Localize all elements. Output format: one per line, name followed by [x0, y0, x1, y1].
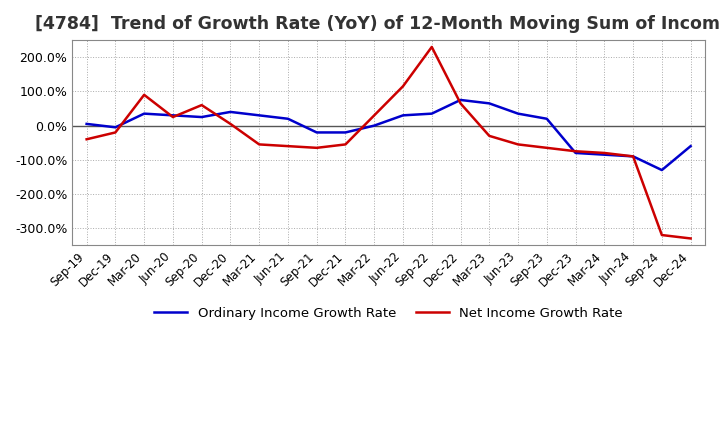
Ordinary Income Growth Rate	[312, 130, 321, 135]
Ordinary Income Growth Rate	[542, 116, 551, 121]
Ordinary Income Growth Rate	[197, 114, 206, 120]
Net Income Growth Rate	[600, 150, 608, 156]
Ordinary Income Growth Rate	[82, 121, 91, 127]
Ordinary Income Growth Rate	[111, 125, 120, 130]
Net Income Growth Rate	[686, 236, 695, 241]
Ordinary Income Growth Rate	[456, 97, 465, 103]
Net Income Growth Rate	[657, 232, 666, 238]
Ordinary Income Growth Rate	[428, 111, 436, 116]
Net Income Growth Rate	[255, 142, 264, 147]
Ordinary Income Growth Rate	[571, 150, 580, 156]
Line: Ordinary Income Growth Rate: Ordinary Income Growth Rate	[86, 100, 690, 170]
Ordinary Income Growth Rate	[629, 154, 637, 159]
Ordinary Income Growth Rate	[514, 111, 523, 116]
Ordinary Income Growth Rate	[168, 113, 177, 118]
Net Income Growth Rate	[284, 143, 292, 149]
Net Income Growth Rate	[514, 142, 523, 147]
Net Income Growth Rate	[140, 92, 148, 98]
Net Income Growth Rate	[111, 130, 120, 135]
Ordinary Income Growth Rate	[140, 111, 148, 116]
Net Income Growth Rate	[428, 44, 436, 50]
Net Income Growth Rate	[629, 154, 637, 159]
Title: [4784]  Trend of Growth Rate (YoY) of 12-Month Moving Sum of Incomes: [4784] Trend of Growth Rate (YoY) of 12-…	[35, 15, 720, 33]
Net Income Growth Rate	[399, 84, 408, 89]
Ordinary Income Growth Rate	[226, 109, 235, 114]
Ordinary Income Growth Rate	[341, 130, 350, 135]
Net Income Growth Rate	[168, 114, 177, 120]
Net Income Growth Rate	[226, 121, 235, 127]
Net Income Growth Rate	[370, 113, 379, 118]
Ordinary Income Growth Rate	[600, 152, 608, 158]
Net Income Growth Rate	[571, 149, 580, 154]
Net Income Growth Rate	[485, 133, 494, 139]
Ordinary Income Growth Rate	[370, 123, 379, 128]
Net Income Growth Rate	[312, 145, 321, 150]
Ordinary Income Growth Rate	[399, 113, 408, 118]
Ordinary Income Growth Rate	[686, 143, 695, 149]
Net Income Growth Rate	[82, 137, 91, 142]
Net Income Growth Rate	[197, 103, 206, 108]
Ordinary Income Growth Rate	[255, 113, 264, 118]
Ordinary Income Growth Rate	[284, 116, 292, 121]
Line: Net Income Growth Rate: Net Income Growth Rate	[86, 47, 690, 238]
Net Income Growth Rate	[542, 145, 551, 150]
Ordinary Income Growth Rate	[657, 168, 666, 173]
Net Income Growth Rate	[456, 101, 465, 106]
Legend: Ordinary Income Growth Rate, Net Income Growth Rate: Ordinary Income Growth Rate, Net Income …	[149, 301, 629, 325]
Net Income Growth Rate	[341, 142, 350, 147]
Ordinary Income Growth Rate	[485, 101, 494, 106]
